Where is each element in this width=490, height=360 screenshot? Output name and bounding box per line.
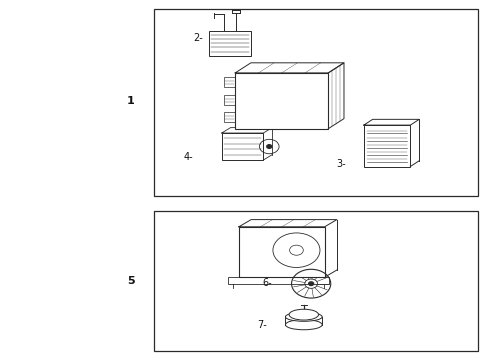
Circle shape — [267, 145, 271, 148]
Circle shape — [309, 282, 314, 285]
Text: 2-: 2- — [194, 33, 203, 43]
Bar — [224, 112, 235, 122]
Ellipse shape — [289, 309, 318, 320]
Bar — [224, 95, 235, 105]
Bar — [221, 133, 264, 160]
Bar — [364, 125, 411, 166]
Text: 6-: 6- — [262, 278, 272, 288]
Bar — [154, 9, 478, 196]
Text: 4-: 4- — [184, 152, 194, 162]
Text: 3-: 3- — [336, 159, 345, 169]
Ellipse shape — [285, 312, 322, 321]
Bar — [224, 77, 235, 87]
Bar — [228, 277, 328, 284]
Text: 1: 1 — [127, 96, 135, 106]
Text: 5: 5 — [127, 276, 135, 286]
Ellipse shape — [285, 320, 322, 330]
Bar — [235, 73, 328, 129]
Bar — [239, 227, 324, 277]
Text: 7-: 7- — [257, 320, 267, 330]
Bar — [154, 211, 478, 351]
Bar — [210, 31, 251, 56]
